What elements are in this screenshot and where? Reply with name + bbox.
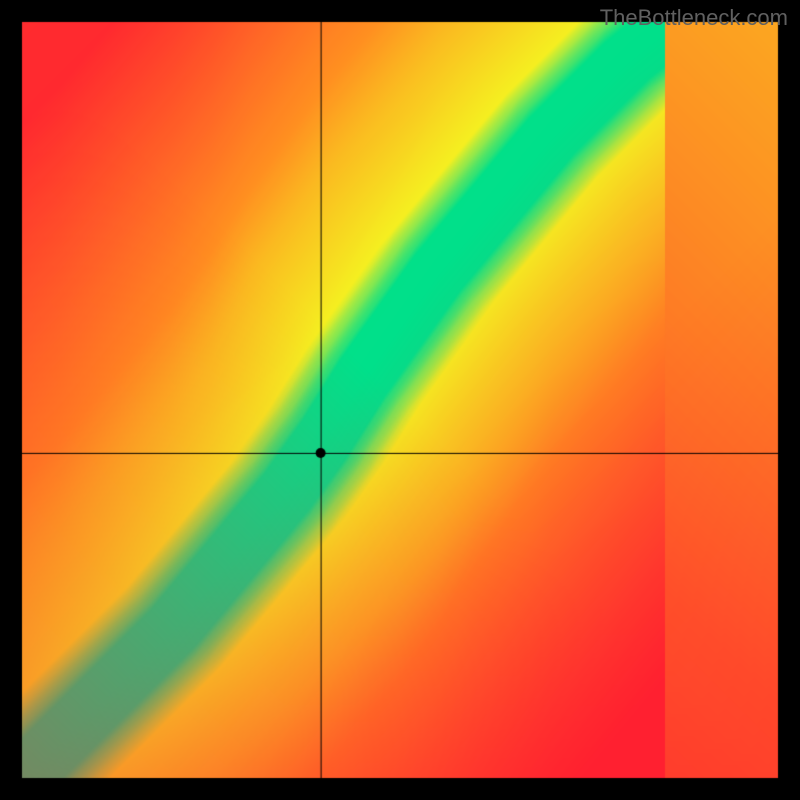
watermark-text: TheBottleneck.com [600,5,788,31]
chart-container: TheBottleneck.com [0,0,800,800]
bottleneck-heatmap [0,0,800,800]
